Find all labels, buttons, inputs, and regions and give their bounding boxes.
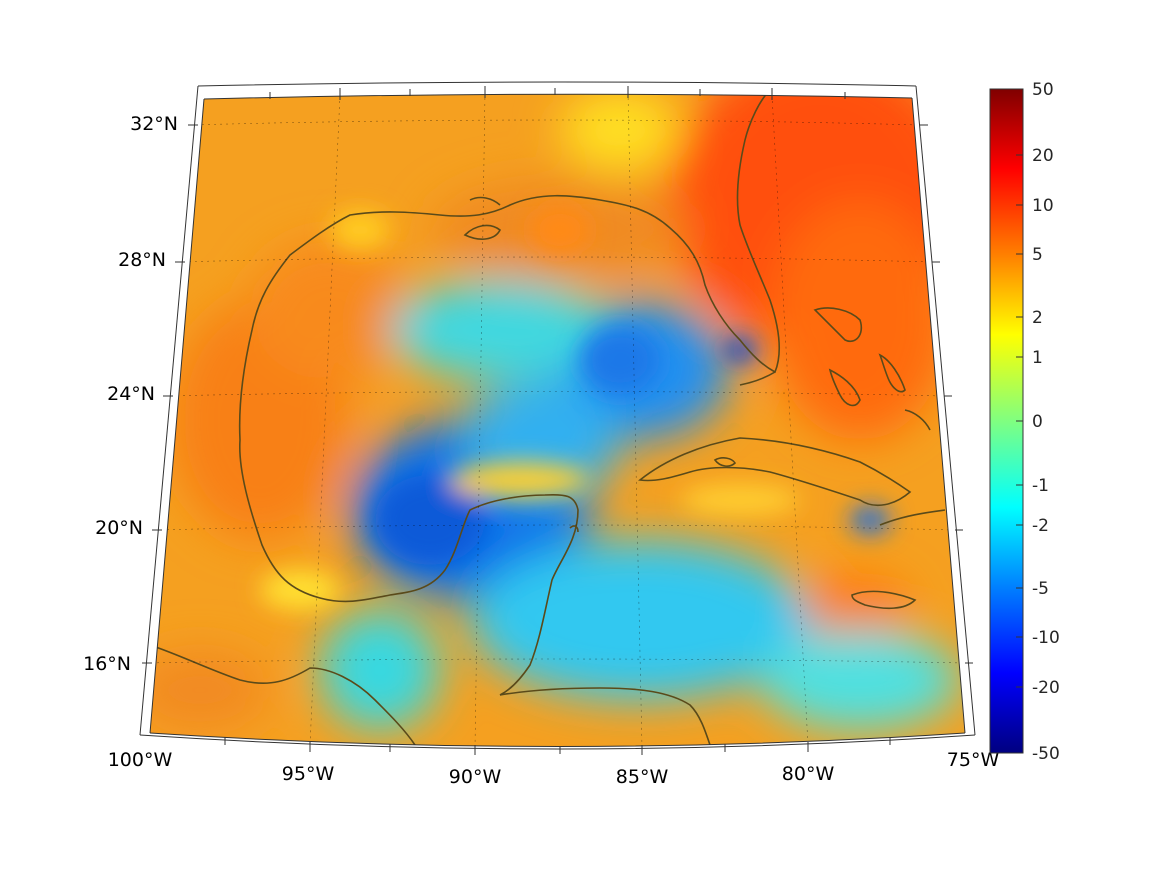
- lat-label-20: 20°N: [95, 517, 143, 539]
- colorbar-tick-label: -10: [1032, 628, 1060, 648]
- lon-label-80: 80°W: [782, 763, 835, 785]
- lon-label-90: 90°W: [449, 766, 502, 788]
- colorbar-tick-label: -1: [1032, 476, 1049, 496]
- colorbar-tick-label: 20: [1032, 146, 1054, 166]
- lon-label-85: 85°W: [616, 766, 669, 788]
- colorbar-tick-label: 2: [1032, 308, 1043, 328]
- lon-label-100: 100°W: [108, 749, 173, 771]
- colorbar-tick-label: 10: [1032, 196, 1054, 216]
- colorbar-tick-label: -5: [1032, 579, 1049, 599]
- heatmap-field: [150, 94, 965, 747]
- colorbar-tick-label: 1: [1032, 348, 1043, 368]
- lat-label-28: 28°N: [118, 249, 166, 271]
- colorbar-tick-label: -20: [1032, 678, 1060, 698]
- graticule: [150, 94, 965, 747]
- colorbar-tick-label: 0: [1032, 412, 1043, 432]
- colorbar-tick-label: 5: [1032, 245, 1043, 265]
- lat-label-16: 16°N: [83, 653, 131, 675]
- coastline-layer: [150, 94, 946, 746]
- lon-label-95: 95°W: [282, 763, 335, 785]
- colorbar-tick-label: -50: [1032, 744, 1060, 764]
- lon-label-75: 75°W: [947, 749, 1000, 771]
- latitude-labels: 32°N 28°N 24°N 20°N 16°N: [83, 113, 178, 675]
- lat-label-24: 24°N: [107, 383, 155, 405]
- longitude-labels: 100°W 95°W 90°W 85°W 80°W 75°W: [108, 749, 1000, 788]
- colorbar-tick-label: 50: [1032, 80, 1054, 100]
- lat-label-32: 32°N: [130, 113, 178, 135]
- map-frame: [139, 81, 976, 755]
- colorbar-tick-label: -2: [1032, 516, 1049, 536]
